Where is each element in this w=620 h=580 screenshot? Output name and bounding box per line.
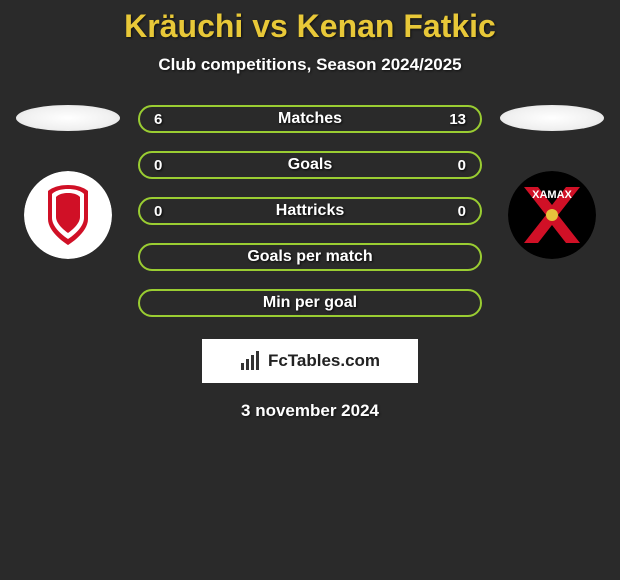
right-player-ellipse xyxy=(500,105,604,131)
stat-right-value: 0 xyxy=(458,157,466,174)
right-badge-text: XAMAX xyxy=(532,189,572,201)
left-player-ellipse xyxy=(16,105,120,131)
stat-label: Goals xyxy=(288,156,332,174)
stat-row-matches: 6 Matches 13 xyxy=(138,105,482,133)
main-row: 6 Matches 13 0 Goals 0 0 Hattricks 0 Goa… xyxy=(0,105,620,317)
stat-right-value: 13 xyxy=(449,111,466,128)
right-badge-svg: XAMAX xyxy=(508,171,596,259)
brand-logo-box: FcTables.com xyxy=(202,339,418,383)
bars-icon xyxy=(240,350,262,372)
stat-left-value: 6 xyxy=(154,111,162,128)
stat-label: Matches xyxy=(278,110,342,128)
infographic-root: Kräuchi vs Kenan Fatkic Club competition… xyxy=(0,0,620,421)
right-column: XAMAX xyxy=(500,105,604,259)
stat-label: Min per goal xyxy=(263,294,357,312)
stat-row-goals: 0 Goals 0 xyxy=(138,151,482,179)
left-column xyxy=(16,105,120,259)
date-text: 3 november 2024 xyxy=(0,401,620,421)
subtitle: Club competitions, Season 2024/2025 xyxy=(0,55,620,75)
left-badge-svg xyxy=(24,171,112,259)
right-team-badge: XAMAX xyxy=(508,171,596,259)
page-title: Kräuchi vs Kenan Fatkic xyxy=(0,8,620,45)
stat-left-value: 0 xyxy=(154,203,162,220)
stat-label: Hattricks xyxy=(276,202,344,220)
stat-label: Goals per match xyxy=(247,248,372,266)
stat-row-goals-per-match: Goals per match xyxy=(138,243,482,271)
stat-left-value: 0 xyxy=(154,157,162,174)
left-team-badge xyxy=(24,171,112,259)
stat-right-value: 0 xyxy=(458,203,466,220)
stats-column: 6 Matches 13 0 Goals 0 0 Hattricks 0 Goa… xyxy=(138,105,482,317)
stat-row-min-per-goal: Min per goal xyxy=(138,289,482,317)
brand-name: FcTables.com xyxy=(268,351,380,371)
stat-row-hattricks: 0 Hattricks 0 xyxy=(138,197,482,225)
